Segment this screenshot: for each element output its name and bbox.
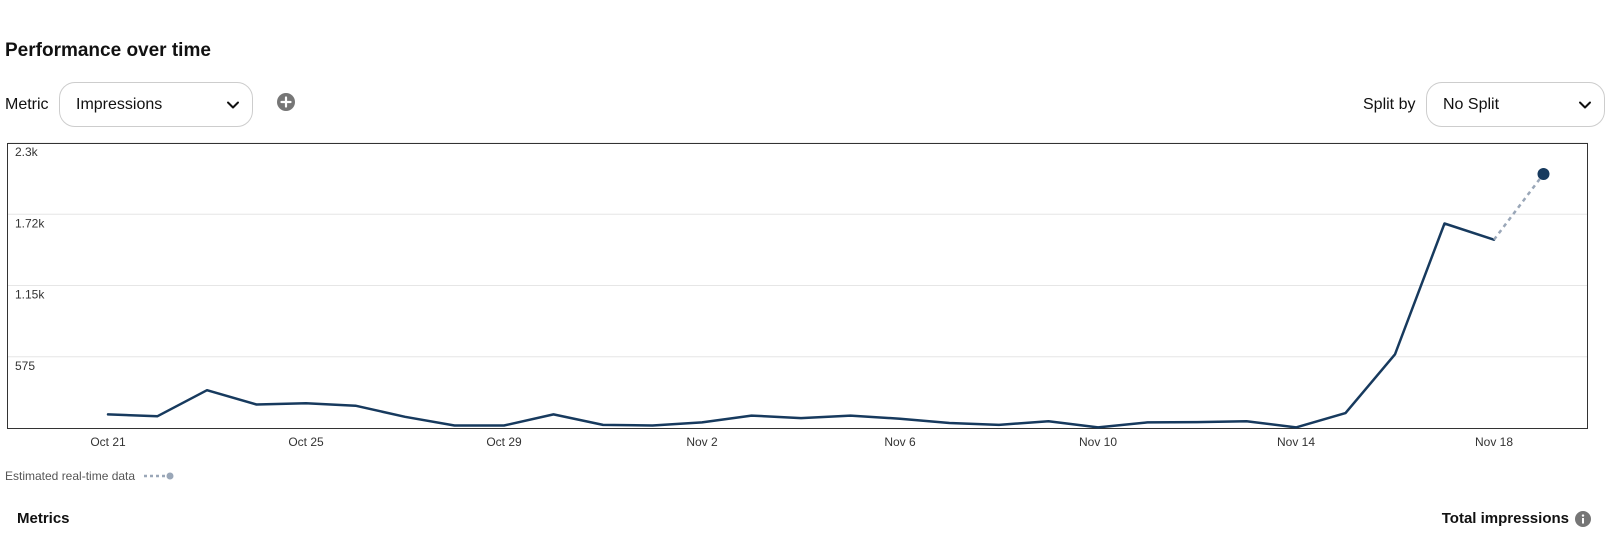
metrics-heading: Metrics	[17, 510, 70, 527]
y-tick-label: 575	[15, 359, 35, 373]
x-tick-label: Oct 25	[288, 435, 324, 449]
total-impressions-header: Total impressions	[1442, 510, 1591, 527]
total-impressions-label: Total impressions	[1441, 510, 1569, 527]
plot-frame	[7, 143, 1588, 429]
impressions-series-line	[106, 222, 1496, 429]
plus-circle-icon[interactable]	[276, 92, 296, 112]
chart-series	[106, 167, 1550, 429]
metric-dropdown-value: Impressions	[76, 95, 163, 113]
impressions-line-chart: 575 1.15k 1.72k 2.3k Oct 21 Oct 25 Oct 29 Nov …	[7, 142, 1588, 449]
estimate-point	[1537, 167, 1550, 180]
x-tick-label: Nov 10	[1079, 435, 1117, 449]
metric-label: Metric	[5, 96, 49, 113]
estimate-legend-label: Estimated real-time data	[5, 469, 136, 483]
x-tick-label: Nov 2	[686, 435, 718, 449]
chevron-down-icon	[227, 101, 239, 109]
x-tick-label: Nov 18	[1475, 435, 1513, 449]
estimate-legend: Estimated real-time data	[5, 469, 175, 483]
x-axis-ticks: Oct 21 Oct 25 Oct 29 Nov 2 Nov 6 Nov 10 Nov 14…	[90, 435, 1513, 449]
x-tick-label: Oct 29	[486, 435, 522, 449]
metric-dropdown[interactable]: Impressions	[59, 82, 253, 127]
x-tick-label: Nov 14	[1277, 435, 1315, 449]
page-title: Performance over time	[5, 40, 211, 61]
y-axis-ticks: 575 1.15k 1.72k 2.3k	[15, 145, 45, 373]
x-tick-label: Oct 21	[90, 435, 126, 449]
y-tick-label: 1.72k	[15, 216, 45, 230]
split-by-label: Split by	[1363, 96, 1416, 113]
estimate-dashed-line	[1493, 173, 1545, 241]
split-by-dropdown[interactable]: No Split	[1426, 82, 1605, 127]
chevron-down-icon	[1579, 101, 1591, 109]
chart-grid	[8, 142, 1588, 358]
info-icon[interactable]	[1575, 510, 1591, 527]
y-tick-label: 1.15k	[15, 288, 45, 302]
dotted-line-legend-icon	[144, 472, 174, 480]
split-by-dropdown-value: No Split	[1443, 95, 1500, 113]
y-tick-label: 2.3k	[15, 145, 39, 159]
x-tick-label: Nov 6	[884, 435, 916, 449]
